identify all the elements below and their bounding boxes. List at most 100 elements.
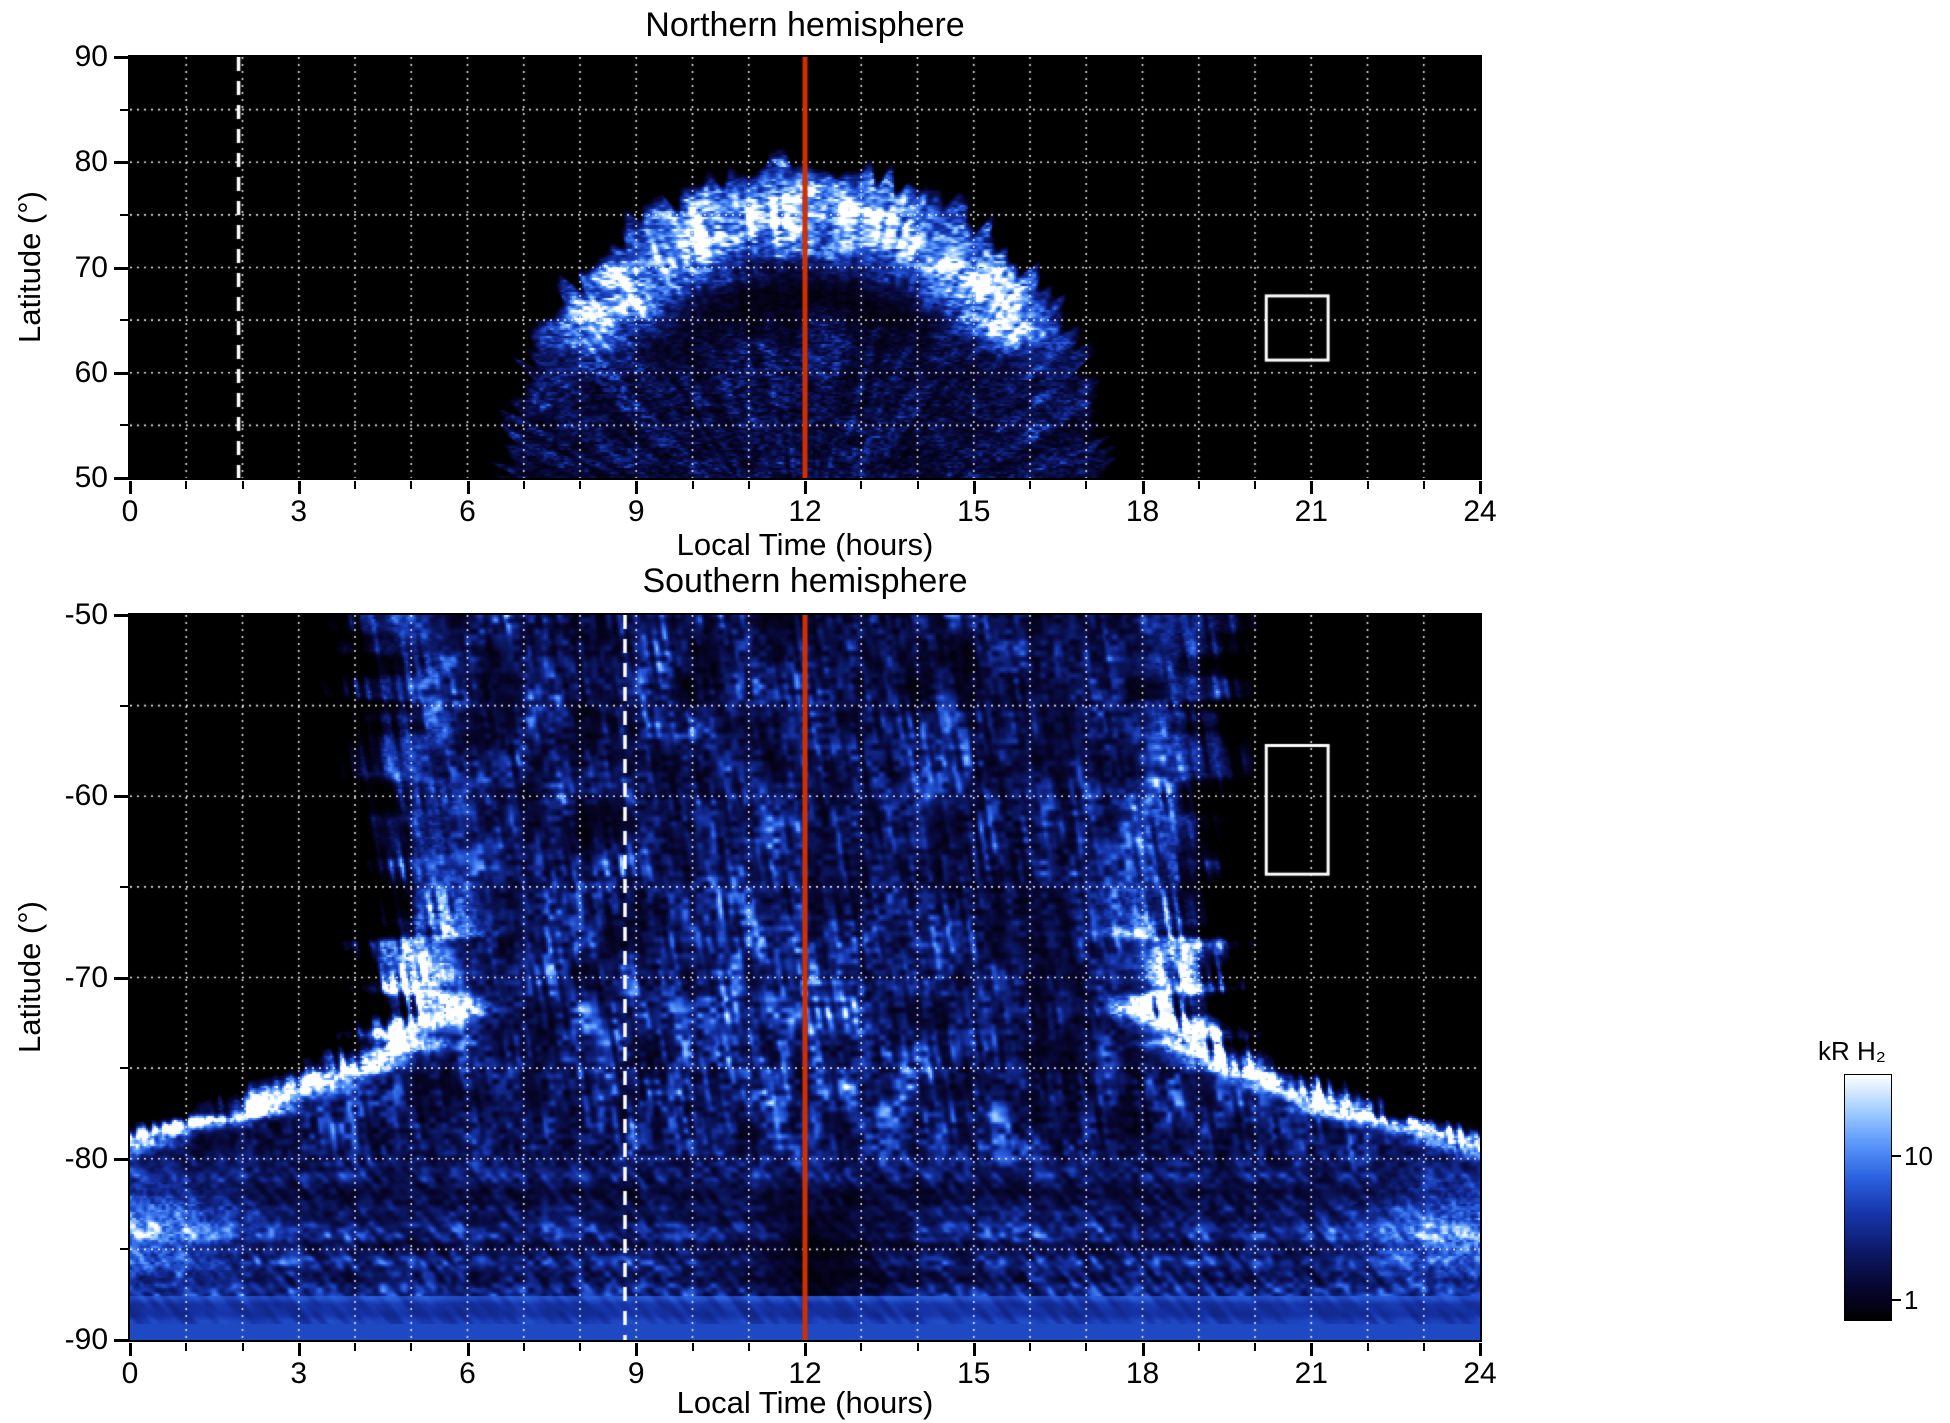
x-tick-label: 9	[627, 1357, 645, 1390]
x-major-tick	[972, 1343, 976, 1356]
y-tick-label: -80	[64, 1141, 108, 1175]
x-minor-tick	[1366, 481, 1369, 489]
x-tick-label: 6	[459, 1357, 476, 1390]
x-tick-label: 3	[290, 1357, 308, 1390]
x-major-tick	[466, 1343, 470, 1356]
x-minor-tick	[747, 481, 750, 489]
x-major-tick	[129, 481, 132, 494]
y-tick-label: -50	[64, 598, 108, 631]
x-major-tick	[635, 1343, 639, 1356]
x-minor-tick	[579, 1343, 581, 1351]
x-major-tick	[972, 481, 976, 494]
x-major-tick	[297, 1343, 301, 1356]
x-axis-label-north: Local Time (hours)	[676, 527, 934, 562]
x-tick-label: 21	[1294, 495, 1328, 528]
x-tick-label: 15	[957, 1357, 991, 1390]
x-minor-tick	[354, 481, 356, 489]
colorbar-tick-label: 10	[1904, 1140, 1933, 1171]
x-major-tick	[804, 481, 807, 494]
x-minor-tick	[1254, 481, 1256, 489]
y-minor-tick	[120, 1248, 128, 1251]
x-minor-tick	[522, 1343, 525, 1351]
y-major-tick	[114, 477, 128, 480]
x-major-tick	[804, 1343, 807, 1356]
x-tick-label: 0	[121, 1357, 139, 1390]
x-major-tick	[129, 1343, 132, 1356]
colorbar-tick	[1892, 1154, 1901, 1157]
y-tick-label: 90	[74, 40, 108, 73]
x-major-tick	[297, 481, 301, 494]
heatmap-canvas-south	[128, 613, 1482, 1342]
y-major-tick	[114, 266, 128, 270]
plot-title-south: Southern hemisphere	[642, 562, 968, 600]
x-major-tick	[1141, 1343, 1145, 1356]
x-minor-tick	[916, 481, 919, 489]
colorbar-tick-label: 1	[1904, 1285, 1919, 1316]
x-tick-label: 18	[1125, 1357, 1160, 1390]
y-minor-tick	[120, 319, 128, 322]
x-tick-label: 15	[957, 495, 991, 528]
y-major-tick	[114, 161, 128, 165]
x-major-tick	[1141, 481, 1145, 494]
x-minor-tick	[410, 481, 413, 489]
x-minor-tick	[1029, 1343, 1031, 1351]
heatmap-canvas-north	[128, 55, 1482, 480]
y-minor-tick	[120, 704, 128, 707]
x-axis-label-south: Local Time (hours)	[676, 1385, 934, 1420]
x-major-tick	[1310, 481, 1314, 494]
x-tick-label: 18	[1125, 495, 1160, 528]
x-minor-tick	[691, 481, 694, 489]
x-minor-tick	[579, 481, 581, 489]
x-minor-tick	[691, 1343, 694, 1351]
x-major-tick	[1479, 1343, 1482, 1356]
x-minor-tick	[354, 1343, 356, 1351]
x-minor-tick	[241, 1343, 244, 1351]
y-major-tick	[114, 795, 128, 799]
y-tick-label: -90	[64, 1323, 108, 1356]
y-minor-tick	[120, 1067, 128, 1070]
x-tick-label: 6	[459, 495, 476, 528]
x-major-tick	[1479, 481, 1482, 494]
x-minor-tick	[1085, 481, 1088, 489]
x-minor-tick	[185, 1343, 188, 1351]
y-tick-label: -70	[64, 960, 108, 994]
x-minor-tick	[1422, 481, 1425, 489]
x-major-tick	[466, 481, 470, 494]
x-minor-tick	[522, 481, 525, 489]
y-minor-tick	[120, 213, 128, 216]
x-minor-tick	[747, 1343, 750, 1351]
x-minor-tick	[860, 1343, 863, 1351]
y-major-tick	[114, 1157, 128, 1161]
y-tick-label: 80	[74, 145, 108, 179]
y-tick-label: -60	[64, 779, 108, 813]
x-minor-tick	[1197, 481, 1200, 489]
plot-title-north: Northern hemisphere	[645, 6, 965, 44]
x-tick-label: 21	[1294, 1357, 1328, 1390]
x-major-tick	[635, 481, 639, 494]
y-tick-label: 50	[74, 461, 108, 494]
x-major-tick	[1310, 1343, 1314, 1356]
x-minor-tick	[1254, 1343, 1256, 1351]
x-tick-label: 3	[290, 495, 308, 528]
y-tick-label: 60	[74, 355, 108, 389]
colorbar-title: kR H₂	[1818, 1036, 1886, 1066]
x-tick-label: 12	[788, 1357, 822, 1390]
y-major-tick	[114, 1339, 128, 1342]
x-minor-tick	[1422, 1343, 1425, 1351]
y-major-tick	[114, 56, 128, 59]
colorbar-tick	[1892, 1299, 1901, 1302]
x-minor-tick	[185, 481, 188, 489]
x-tick-label: 24	[1463, 495, 1497, 528]
y-minor-tick	[120, 108, 128, 111]
x-minor-tick	[1029, 481, 1031, 489]
y-minor-tick	[120, 424, 128, 427]
y-tick-label: 70	[74, 250, 108, 284]
x-minor-tick	[916, 1343, 919, 1351]
x-minor-tick	[241, 481, 244, 489]
x-minor-tick	[1085, 1343, 1088, 1351]
x-tick-label: 24	[1463, 1357, 1497, 1390]
x-tick-label: 9	[627, 495, 645, 528]
y-major-tick	[114, 614, 128, 617]
y-major-tick	[114, 371, 128, 375]
